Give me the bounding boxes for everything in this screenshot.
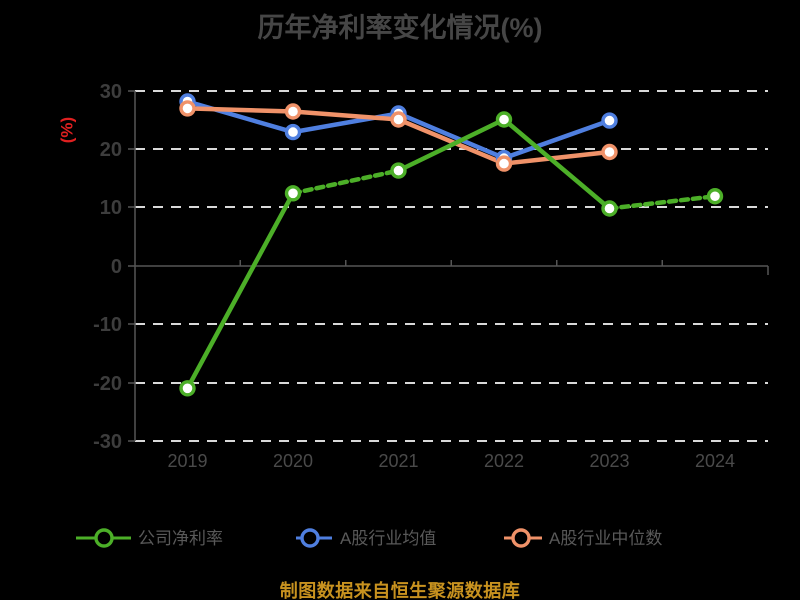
svg-text:30: 30	[100, 81, 122, 103]
svg-text:-10: -10	[93, 314, 122, 336]
svg-text:-30: -30	[93, 431, 122, 453]
svg-text:0: 0	[111, 256, 122, 278]
svg-text:-20: -20	[93, 373, 122, 395]
svg-text:公司净利率: 公司净利率	[138, 529, 223, 548]
svg-text:2022: 2022	[484, 451, 524, 471]
svg-text:20: 20	[100, 139, 122, 161]
svg-text:2023: 2023	[589, 451, 629, 471]
svg-text:2020: 2020	[273, 451, 313, 471]
svg-text:(%): (%)	[58, 117, 77, 143]
svg-text:2021: 2021	[378, 451, 418, 471]
svg-text:2019: 2019	[167, 451, 207, 471]
svg-text:A股行业中位数: A股行业中位数	[549, 529, 662, 548]
svg-text:2024: 2024	[695, 451, 735, 471]
svg-text:A股行业均值: A股行业均值	[340, 529, 436, 548]
svg-text:10: 10	[100, 197, 122, 219]
